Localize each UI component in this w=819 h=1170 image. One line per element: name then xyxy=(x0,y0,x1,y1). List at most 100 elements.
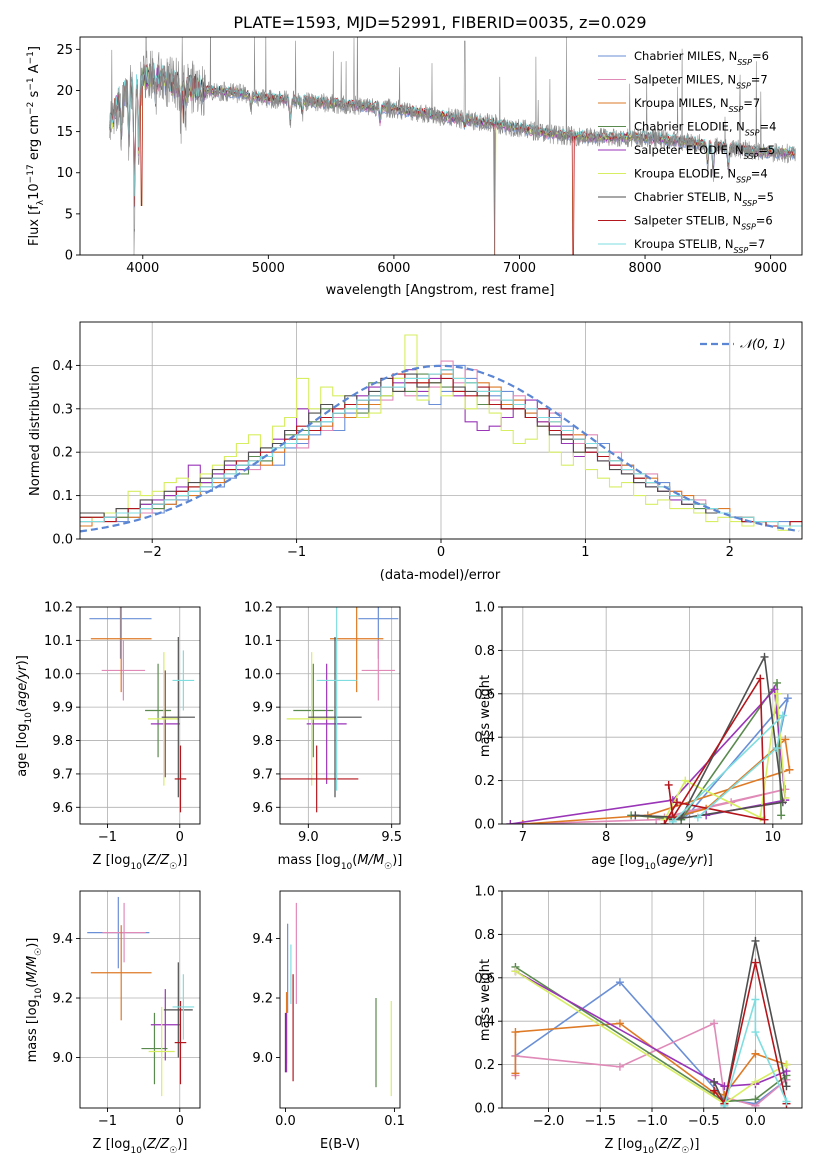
label-part: −17 xyxy=(26,164,36,183)
legend-label: Chabrier ELODIE, NSSP=4 xyxy=(634,120,776,138)
weight-point-marker xyxy=(751,958,760,967)
label-part: M/M xyxy=(25,956,40,983)
label-part: )] xyxy=(15,655,30,665)
weight-vs-age-x-axis-label: age [log10(age/yr)] xyxy=(591,853,713,872)
y-tick-label: 9.9 xyxy=(252,701,273,716)
histogram-series xyxy=(80,369,802,527)
y-tick-label: 5 xyxy=(65,207,73,222)
age-vs-mass-panel: 9.0 9.5 9.6 9.7 9.8 9.9 10.0 10.1 10.2 mass [log1… xyxy=(244,601,402,873)
y-tick-label: 9.7 xyxy=(252,767,273,782)
x-tick-label: 10 xyxy=(765,830,782,845)
label-part: )] xyxy=(689,1137,699,1152)
weight-point-marker xyxy=(785,765,794,774)
label-part: Z/Z xyxy=(658,1137,682,1152)
y-tick-label: 10.2 xyxy=(44,601,73,616)
x-tick-label: −0.5 xyxy=(688,1114,720,1129)
legend-label: Kroupa STELIB, NSSP=7 xyxy=(634,237,765,255)
label-part: ☉ xyxy=(169,1146,177,1156)
spectrum-y-axis-label: Flux [fλ10−17 erg cm−2 s−1 A−1] xyxy=(26,46,46,246)
y-tick-label: 0.3 xyxy=(52,402,73,417)
weight-point-marker xyxy=(782,1060,791,1069)
weight-point-marker xyxy=(673,798,681,807)
x-tick-label: 4000 xyxy=(126,261,159,276)
legend-label: Salpeter MILES, NSSP=7 xyxy=(634,73,768,91)
y-tick-label: 9.6 xyxy=(252,801,273,816)
label-part: ( xyxy=(654,1137,659,1152)
legend-label-sub: SSP xyxy=(744,152,759,161)
weight-series-line xyxy=(510,687,787,824)
x-tick-label: 9.5 xyxy=(381,830,402,845)
label-part: age/yr xyxy=(661,853,704,868)
y-tick-label: 9.0 xyxy=(252,1051,273,1066)
x-tick-label: 0.0 xyxy=(275,1114,296,1129)
x-tick-label: −1.0 xyxy=(636,1114,668,1129)
label-part: age [log xyxy=(15,724,30,777)
weight-point-marker xyxy=(511,967,520,976)
weight-point-marker xyxy=(783,694,792,703)
weight-point-marker xyxy=(751,936,760,945)
label-part: Z [log xyxy=(605,1137,643,1152)
label-part: s xyxy=(27,90,42,101)
weight-series-line xyxy=(522,788,786,824)
label-part: 10 xyxy=(27,183,42,200)
mass-vs-z-plot-area xyxy=(87,896,195,1097)
y-tick-label: 1.0 xyxy=(474,601,495,616)
y-tick-label: 0 xyxy=(65,249,73,264)
x-tick-label: 6000 xyxy=(377,261,410,276)
legend-label: Salpeter ELODIE, NSSP=5 xyxy=(634,143,775,161)
y-tick-label: 0.6 xyxy=(474,971,495,986)
weight-point-marker xyxy=(778,798,787,807)
legend-label-count: =5 xyxy=(757,190,774,204)
y-tick-label: 10.0 xyxy=(244,667,273,682)
label-part: ( xyxy=(25,983,40,988)
weight-point-marker xyxy=(710,1019,719,1028)
residuals-y-axis-label: Normed distribution xyxy=(28,366,43,496)
residuals-x-axis-label: (data-model)/error xyxy=(380,568,501,583)
y-tick-label: 9.4 xyxy=(52,932,73,947)
weight-point-marker xyxy=(511,1028,520,1037)
y-tick-label: 10 xyxy=(56,166,73,181)
x-tick-label: 0 xyxy=(437,545,445,560)
weight-point-marker xyxy=(693,813,702,822)
x-tick-label: −1 xyxy=(287,545,306,560)
x-tick-label: −1 xyxy=(98,1114,117,1129)
y-tick-label: 9.4 xyxy=(252,932,273,947)
x-tick-label: 0 xyxy=(176,830,184,845)
y-tick-label: 10.1 xyxy=(244,634,273,649)
label-part: −1 xyxy=(26,51,36,64)
weight-vs-z-plot-area xyxy=(511,936,791,1108)
weight-series-line xyxy=(713,940,788,1107)
residuals-plot-area xyxy=(80,334,802,533)
y-tick-label: 0.2 xyxy=(474,1058,495,1073)
weight-point-marker xyxy=(664,780,673,789)
weight-series-line xyxy=(514,966,787,1103)
legend-label: Chabrier MILES, NSSP=6 xyxy=(634,49,769,67)
weight-point-marker xyxy=(756,813,765,822)
x-tick-label: 7000 xyxy=(503,261,536,276)
weight-series-line xyxy=(680,697,789,821)
y-tick-label: 0.8 xyxy=(474,928,495,943)
plots-group: 4000 5000 6000 7000 8000 90000510152025wavele… xyxy=(15,36,803,1156)
axes-frame xyxy=(501,606,803,825)
label-part: −1 xyxy=(26,77,36,90)
x-tick-label: 9.0 xyxy=(298,830,319,845)
label-part: ☉ xyxy=(384,862,392,872)
weight-vs-age-plot-area xyxy=(506,652,794,824)
legend-label-count: =7 xyxy=(743,96,760,110)
y-tick-label: 25 xyxy=(56,43,73,58)
legend-label-name: Chabrier ELODIE, N xyxy=(634,120,745,134)
weight-point-marker xyxy=(773,744,781,753)
legend-label-name: Kroupa STELIB, N xyxy=(634,237,734,251)
weight-point-marker xyxy=(681,776,690,785)
axes-frame xyxy=(279,890,401,1109)
label-part: ☉ xyxy=(681,1146,689,1156)
legend-label-name: Kroupa ELODIE, N xyxy=(634,167,736,181)
label-part: Z [log xyxy=(93,1137,131,1152)
y-tick-label: 10.1 xyxy=(44,634,73,649)
legend-label-sub: SSP xyxy=(745,128,760,137)
legend-label-name: Chabrier MILES, N xyxy=(634,49,737,63)
label-part: 10 xyxy=(642,1146,654,1156)
label-part: ( xyxy=(142,853,147,868)
y-tick-label: 10.2 xyxy=(244,601,273,616)
spectrum-plot-area xyxy=(109,37,796,255)
